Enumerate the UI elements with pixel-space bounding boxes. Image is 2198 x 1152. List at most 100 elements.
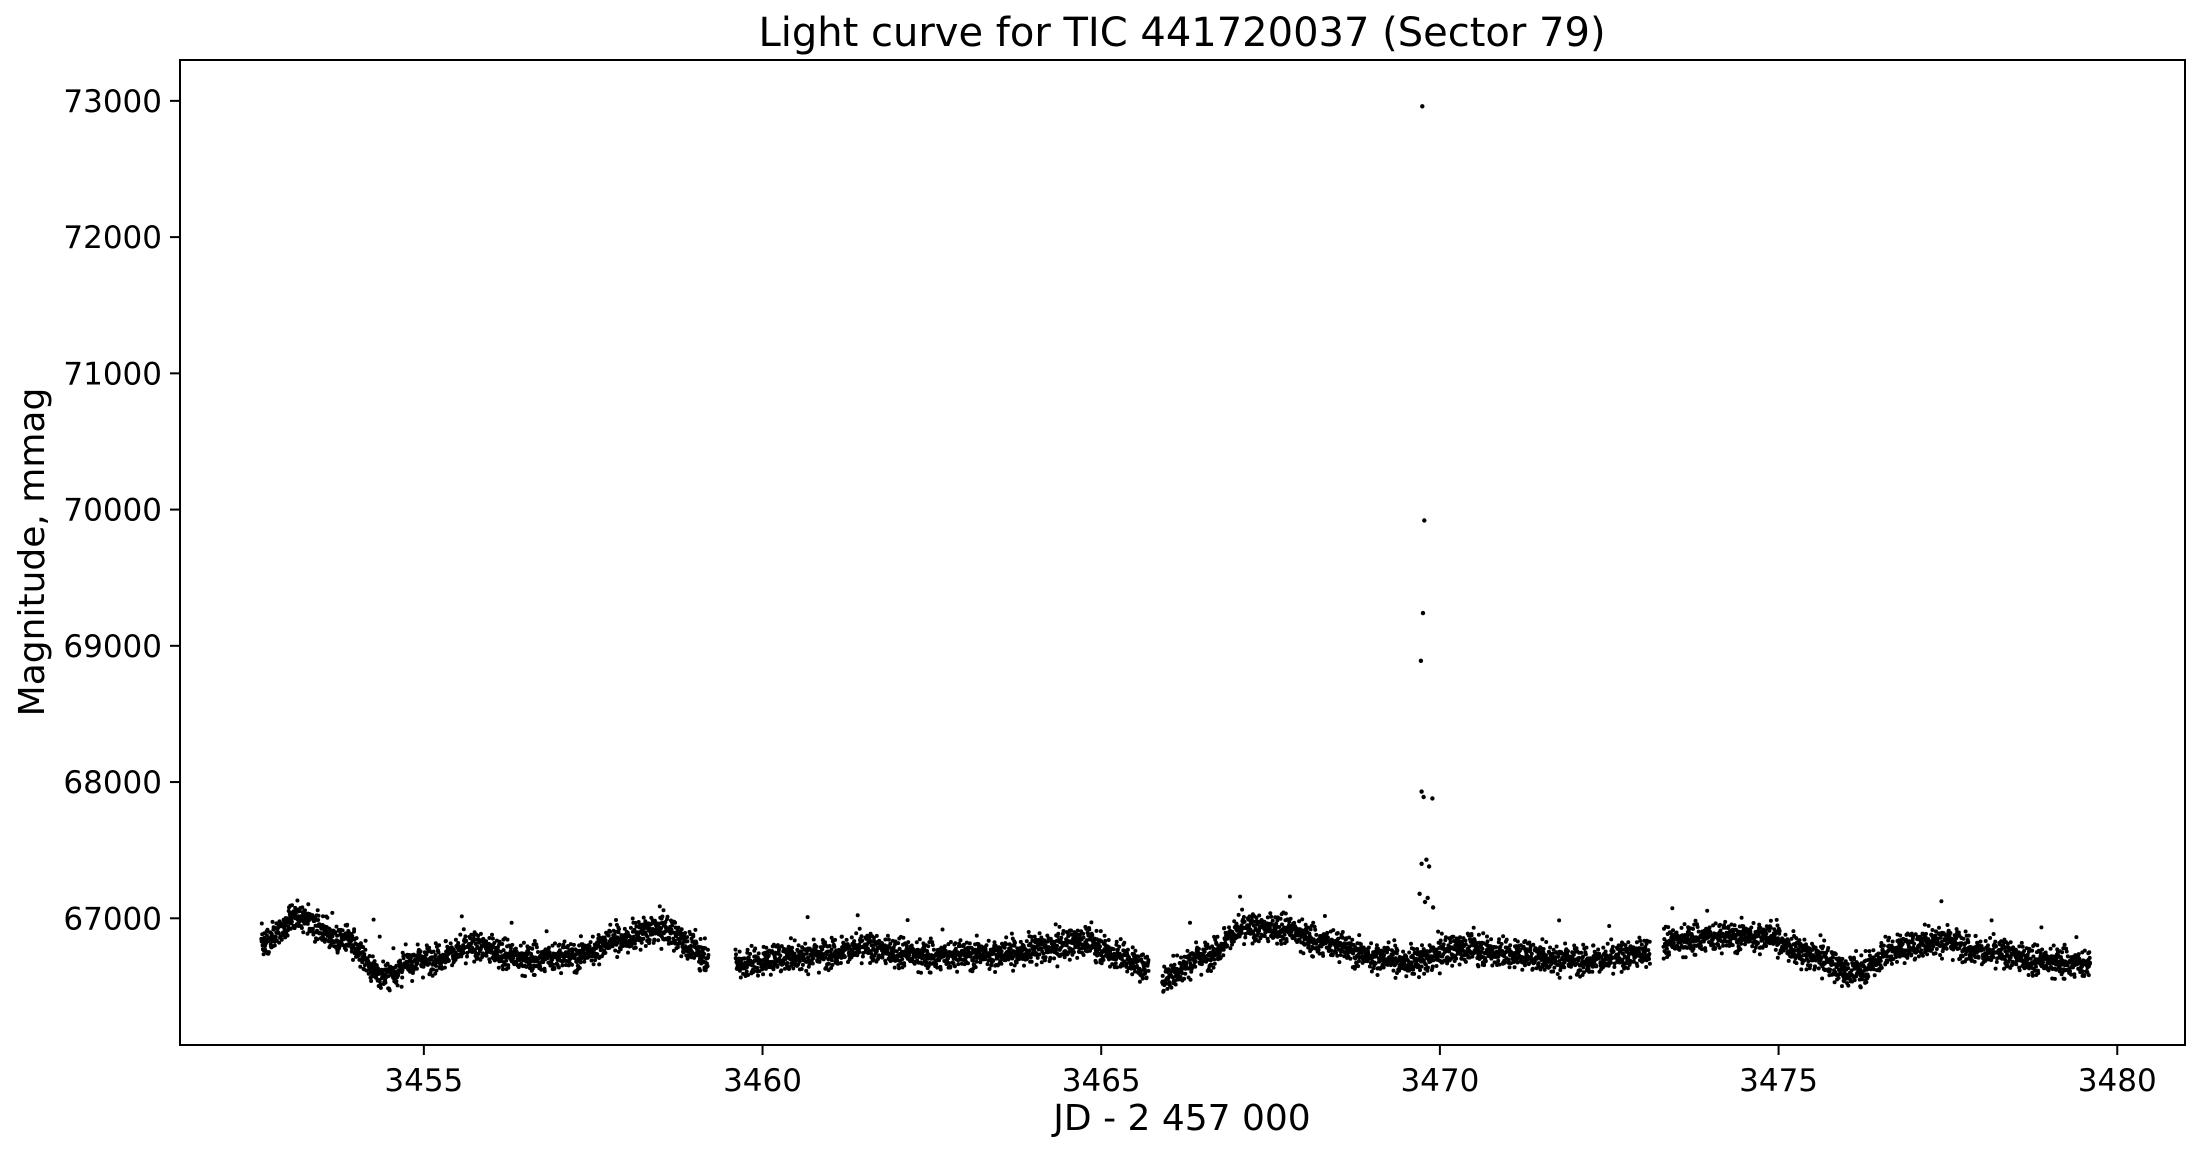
data-point xyxy=(755,966,760,970)
data-point xyxy=(465,954,469,959)
data-point xyxy=(433,971,438,976)
data-point xyxy=(800,945,805,950)
data-point xyxy=(1221,953,1226,958)
data-point xyxy=(421,964,426,969)
data-point xyxy=(524,964,529,969)
data-point xyxy=(1693,952,1698,957)
data-point xyxy=(1286,923,1291,928)
data-point xyxy=(673,920,678,925)
data-point xyxy=(1357,933,1362,938)
data-point xyxy=(410,979,415,983)
data-point xyxy=(1552,965,1557,970)
data-point xyxy=(372,959,377,964)
data-point xyxy=(608,929,613,934)
data-point xyxy=(626,950,630,955)
data-point xyxy=(261,952,266,957)
data-point xyxy=(1011,968,1016,973)
data-point xyxy=(305,921,310,926)
data-point xyxy=(632,941,637,946)
data-point xyxy=(597,962,602,967)
data-point xyxy=(1369,941,1374,946)
data-point xyxy=(1423,962,1428,967)
data-point xyxy=(544,929,549,934)
data-point xyxy=(1222,926,1227,930)
data-point xyxy=(508,949,513,954)
data-point xyxy=(907,953,912,958)
data-point xyxy=(377,934,382,939)
data-point xyxy=(1313,927,1318,932)
data-point xyxy=(513,946,518,951)
data-point xyxy=(1647,952,1652,956)
data-point xyxy=(961,942,966,947)
data-point xyxy=(1496,958,1501,963)
data-point xyxy=(1350,937,1355,942)
data-point xyxy=(1476,964,1481,969)
data-point xyxy=(948,964,953,969)
data-point xyxy=(859,961,864,966)
data-point xyxy=(1683,955,1688,960)
data-point xyxy=(1211,965,1216,970)
data-point xyxy=(1017,957,1022,962)
data-point xyxy=(698,968,703,973)
data-point xyxy=(705,947,710,952)
data-point xyxy=(766,953,771,958)
data-point xyxy=(333,930,338,935)
data-point xyxy=(694,941,699,946)
data-point xyxy=(1422,971,1427,976)
data-point xyxy=(1501,934,1506,939)
data-point xyxy=(590,934,595,939)
data-point xyxy=(1248,927,1253,932)
data-point xyxy=(1242,919,1247,924)
data-point xyxy=(617,927,621,932)
data-point xyxy=(437,943,442,948)
data-point xyxy=(1265,915,1270,920)
data-point xyxy=(597,935,602,940)
data-point xyxy=(464,938,469,943)
data-point xyxy=(1393,975,1398,980)
data-point xyxy=(669,927,674,932)
data-point xyxy=(1348,956,1353,961)
data-point xyxy=(1043,955,1048,960)
data-point xyxy=(1485,934,1489,939)
data-point xyxy=(1297,919,1302,924)
data-point xyxy=(303,908,307,913)
data-point xyxy=(311,930,316,935)
data-point xyxy=(670,923,675,928)
data-point xyxy=(414,966,419,971)
data-point xyxy=(958,938,963,943)
data-point xyxy=(647,938,652,942)
data-point xyxy=(434,963,438,968)
data-point xyxy=(1055,943,1059,948)
data-point xyxy=(1056,931,1061,936)
data-point xyxy=(760,967,765,972)
data-point xyxy=(1512,965,1517,970)
data-point xyxy=(1376,946,1380,951)
data-point xyxy=(621,944,626,948)
data-point xyxy=(1250,941,1255,946)
data-point xyxy=(854,931,859,936)
data-point xyxy=(886,937,891,942)
data-point xyxy=(847,944,852,949)
data-point xyxy=(1240,907,1245,912)
data-point xyxy=(501,948,506,953)
data-point xyxy=(606,933,611,938)
data-point xyxy=(1447,949,1452,954)
data-point xyxy=(1009,962,1014,967)
data-point xyxy=(265,927,270,932)
data-point xyxy=(1417,975,1421,980)
data-point xyxy=(934,962,939,967)
data-point xyxy=(1460,939,1465,944)
data-point xyxy=(588,940,593,945)
data-point xyxy=(1718,922,1723,927)
data-point xyxy=(943,948,948,953)
data-point xyxy=(431,967,435,972)
data-point xyxy=(1087,927,1092,932)
data-point xyxy=(542,969,547,974)
data-point xyxy=(901,935,906,940)
data-point xyxy=(1434,964,1439,968)
data-point xyxy=(326,931,331,936)
data-point xyxy=(273,934,278,939)
data-point xyxy=(1029,959,1034,964)
data-point xyxy=(829,966,834,970)
data-point xyxy=(587,954,592,959)
